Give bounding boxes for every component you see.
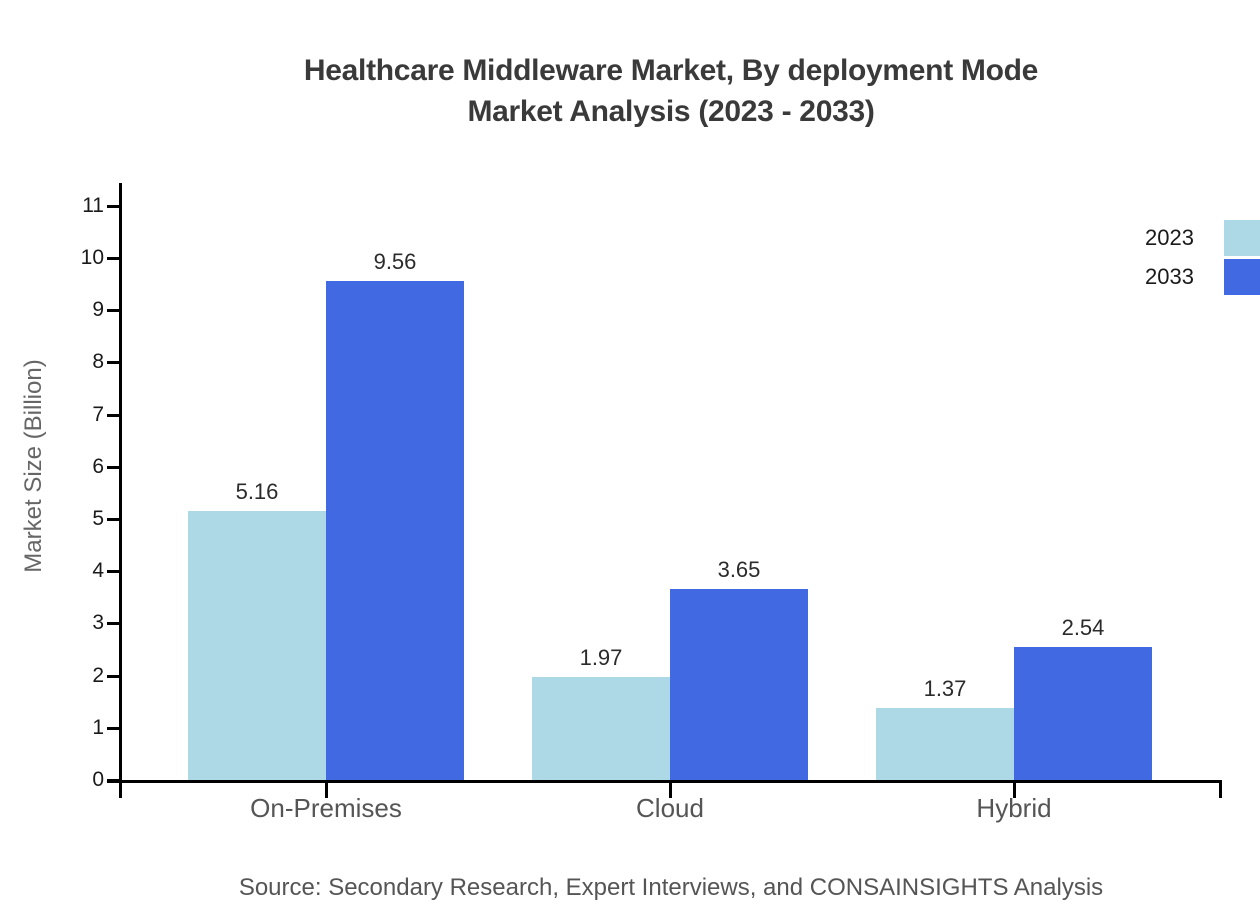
y-tick-label: 7 [92,402,104,426]
y-tick [107,257,120,260]
y-tick-label: 5 [92,507,104,530]
y-tick-label: 1 [92,715,104,739]
bar-value-label: 9.56 [373,249,417,274]
x-tick [669,783,672,798]
x-axis-end-tick [1219,783,1222,798]
category-label: Cloud [636,793,704,823]
bar-2023-on-premises [188,511,326,780]
y-tick [107,309,120,313]
legend-item-2023: 2023 [1100,220,1260,256]
y-tick [107,465,120,469]
x-tick [1013,783,1016,798]
y-tick [107,779,120,782]
source-note: Source: Secondary Research, Expert Inter… [238,874,1104,901]
y-tick [107,674,120,678]
bar-value-label: 1.37 [923,676,967,701]
y-tick [107,726,120,730]
y-tick [107,570,120,574]
bar-2023-cloud [532,677,670,780]
y-tick-label: 6 [92,454,104,478]
legend-item-2033: 2033 [1100,259,1260,295]
y-tick-label: 2 [92,663,104,687]
y-tick-label: 4 [92,559,104,583]
y-tick [107,413,120,417]
legend-swatch-2033 [1224,259,1260,295]
chart-title-line1: Healthcare Middleware Market, By deploym… [303,54,1039,87]
y-axis-title: Market Size (Billion) [20,359,47,573]
bar-2033-on-premises [326,281,464,780]
bar-2023-hybrid [876,708,1014,780]
y-tick [107,204,120,208]
category-label: On-Premises [250,793,402,823]
y-tick-label: 3 [92,611,104,635]
y-tick [107,361,120,365]
legend-label-2023: 2023 [1145,225,1194,250]
legend-swatch-2023 [1224,220,1260,256]
y-tick-label: 8 [92,350,104,374]
bar-value-label: 2.54 [1061,615,1105,640]
y-tick [107,622,120,626]
y-axis-spine [119,183,122,798]
category-label: Hybrid [976,793,1052,823]
bar-value-label: 5.16 [235,479,279,504]
y-tick-label: 10 [80,246,104,269]
y-tick-label: 0 [92,768,104,791]
x-axis-line [107,780,1222,783]
chart-title: Healthcare Middleware Market, By deploym… [120,50,1222,132]
y-tick-label: 9 [92,298,104,322]
chart-title-line2: Market Analysis (2023 - 2033) [467,95,875,128]
y-tick [107,518,120,521]
x-tick [325,783,328,798]
bar-value-label: 3.65 [717,557,761,582]
y-tick-label: 11 [82,193,104,217]
bar-2033-hybrid [1014,647,1152,780]
bar-value-label: 1.97 [579,645,623,670]
bar-2033-cloud [670,589,808,780]
legend-label-2033: 2033 [1145,264,1194,289]
